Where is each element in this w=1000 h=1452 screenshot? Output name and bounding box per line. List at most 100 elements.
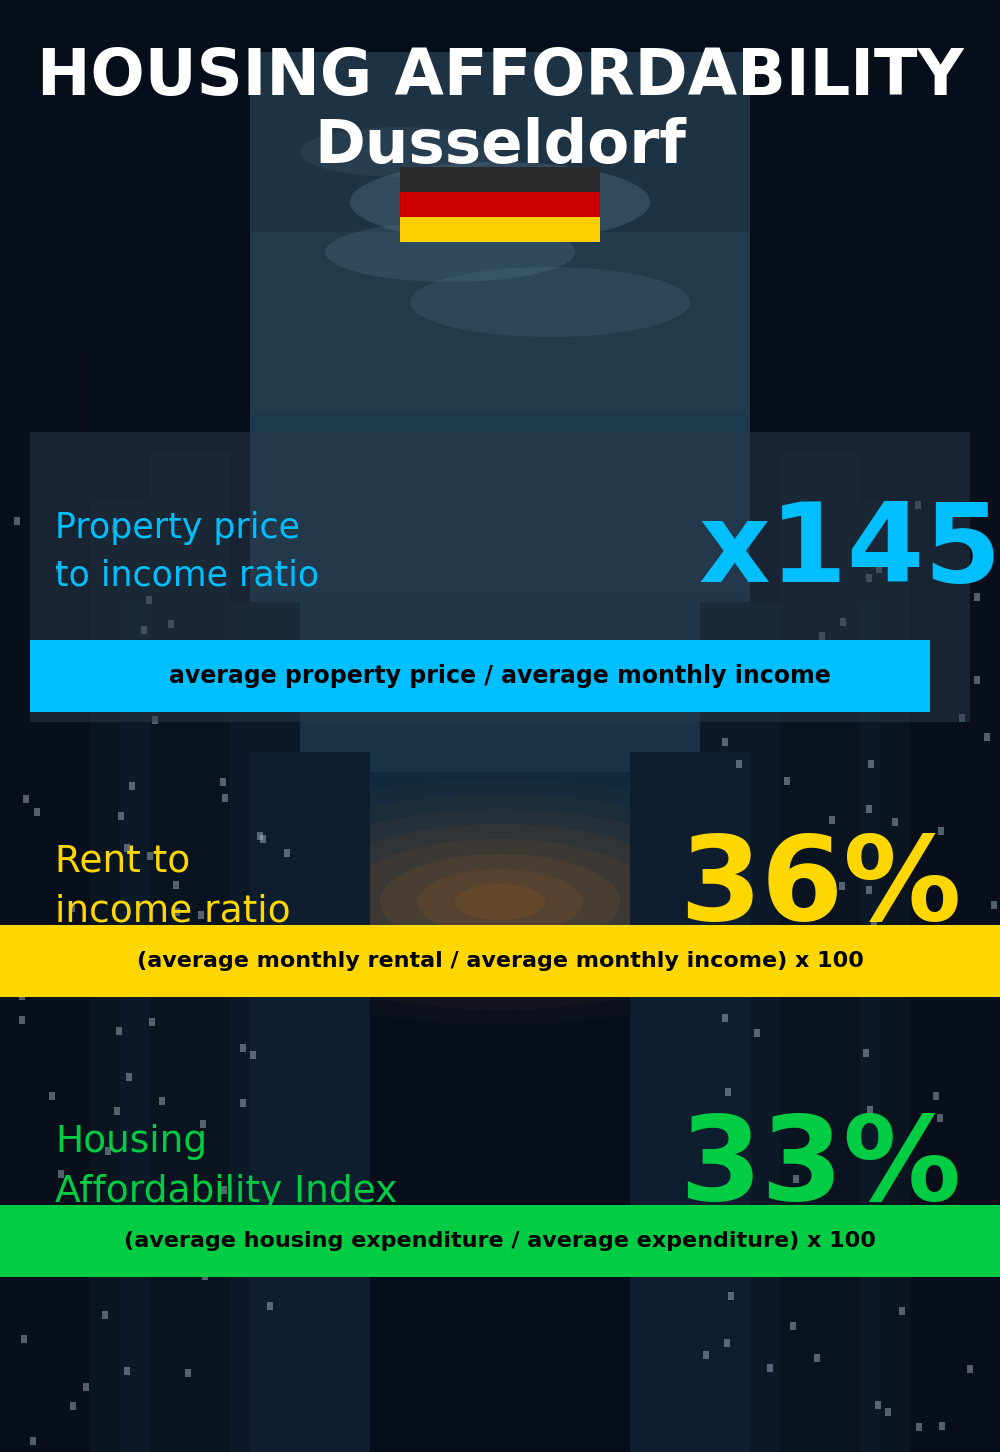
Bar	[780, 452, 860, 1452]
Bar	[860, 684, 866, 693]
Bar	[874, 938, 880, 945]
Ellipse shape	[305, 823, 695, 980]
Bar	[939, 1423, 945, 1430]
Text: average property price / average monthly income: average property price / average monthly…	[169, 664, 831, 688]
Ellipse shape	[410, 267, 690, 337]
Bar	[174, 909, 180, 916]
Bar	[67, 1228, 73, 1236]
Bar	[274, 1246, 280, 1253]
Bar	[840, 619, 846, 626]
Bar	[58, 1170, 64, 1178]
Bar	[974, 592, 980, 601]
Bar	[152, 716, 158, 725]
Bar	[916, 1423, 922, 1432]
Bar	[784, 777, 790, 786]
Bar	[915, 501, 921, 510]
Bar	[147, 852, 153, 860]
Bar	[0, 925, 1000, 998]
Bar	[991, 900, 997, 909]
Bar	[150, 452, 230, 1452]
Bar	[933, 1092, 939, 1099]
Bar	[899, 1307, 905, 1314]
Text: (average housing expenditure / average expenditure) x 100: (average housing expenditure / average e…	[124, 1231, 876, 1252]
Bar	[921, 1191, 927, 1198]
Bar	[221, 1186, 227, 1194]
Bar	[700, 603, 880, 1452]
Ellipse shape	[300, 126, 500, 177]
Bar	[829, 816, 835, 823]
Text: HOUSING AFFORDABILITY: HOUSING AFFORDABILITY	[37, 46, 963, 107]
Bar	[814, 1353, 820, 1362]
Bar	[284, 849, 290, 857]
Ellipse shape	[342, 839, 658, 966]
Bar	[124, 844, 130, 852]
Bar	[260, 835, 266, 842]
Text: (average monthly rental / average monthly income) x 100: (average monthly rental / average monthl…	[137, 951, 863, 971]
Bar	[250, 752, 370, 1452]
Bar	[220, 778, 226, 786]
Bar	[30, 640, 930, 711]
Bar	[146, 595, 152, 604]
Bar	[400, 216, 600, 242]
Bar	[137, 677, 143, 685]
Bar	[735, 1180, 741, 1188]
Bar	[0, 351, 90, 1452]
Bar	[202, 1272, 208, 1281]
Bar	[106, 703, 112, 710]
Bar	[185, 1369, 191, 1378]
Bar	[250, 412, 750, 592]
Bar	[250, 592, 750, 772]
Bar	[240, 1099, 246, 1106]
Bar	[21, 1336, 27, 1343]
Bar	[703, 1249, 709, 1257]
Bar	[876, 565, 882, 574]
Bar	[175, 951, 181, 960]
Bar	[250, 1051, 256, 1060]
Bar	[120, 603, 300, 1452]
Bar	[910, 351, 1000, 1452]
Bar	[19, 1016, 25, 1024]
Bar	[173, 881, 179, 890]
Bar	[240, 1044, 246, 1051]
Bar	[898, 539, 904, 547]
Bar	[825, 950, 831, 958]
Bar	[198, 910, 204, 919]
Bar	[819, 632, 825, 640]
Bar	[66, 653, 72, 661]
Bar	[30, 1437, 36, 1445]
Bar	[267, 1302, 273, 1310]
Bar	[724, 1339, 730, 1347]
Bar	[869, 1239, 875, 1247]
Ellipse shape	[380, 854, 620, 950]
Bar	[250, 772, 750, 953]
Bar	[118, 812, 124, 820]
Bar	[129, 781, 135, 790]
Bar	[14, 517, 20, 526]
Bar	[790, 1321, 796, 1330]
Bar	[866, 806, 872, 813]
Bar	[105, 1147, 111, 1156]
Bar	[114, 697, 120, 706]
Bar	[937, 1115, 943, 1122]
Text: Housing
Affordability Index: Housing Affordability Index	[55, 1124, 397, 1210]
Bar	[736, 761, 742, 768]
Bar	[70, 1265, 76, 1272]
Bar	[866, 574, 872, 582]
Bar	[125, 680, 131, 687]
Bar	[23, 796, 29, 803]
Bar	[885, 1408, 891, 1417]
Bar	[866, 886, 872, 894]
Bar	[834, 1221, 840, 1228]
Bar	[168, 620, 174, 629]
Ellipse shape	[418, 868, 582, 935]
Bar	[257, 832, 263, 841]
Bar	[250, 52, 750, 232]
Bar	[793, 1176, 799, 1183]
Bar	[126, 1073, 132, 1080]
Bar	[728, 1292, 734, 1300]
Ellipse shape	[325, 222, 575, 282]
Bar	[704, 971, 710, 980]
Bar	[938, 826, 944, 835]
Bar	[754, 1028, 760, 1037]
Bar	[149, 1018, 155, 1027]
